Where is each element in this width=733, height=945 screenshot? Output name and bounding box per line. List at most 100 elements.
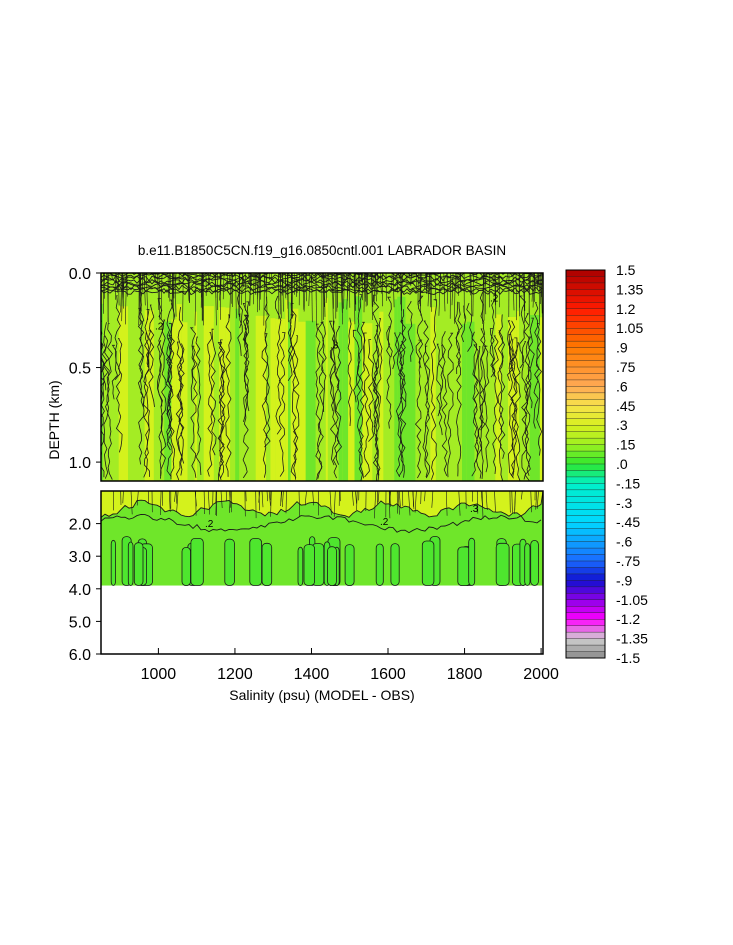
surface-spike-line xyxy=(125,273,127,325)
lower-spike-line xyxy=(304,491,307,506)
lower-spike-line xyxy=(195,491,197,516)
lower-spike-line xyxy=(268,491,271,506)
lower-spike-line xyxy=(530,491,532,513)
deep-contour-cell xyxy=(468,537,476,586)
surface-spike-line xyxy=(322,273,325,307)
surface-spike-line xyxy=(419,273,421,304)
deep-contour-cell xyxy=(303,544,316,586)
y-axis-label: DEPTH (km) xyxy=(46,380,62,459)
colorbar-swatch xyxy=(565,360,606,368)
lower-spike-line xyxy=(208,491,210,515)
colorbar-label: .15 xyxy=(616,437,636,453)
surface-spike-line xyxy=(392,273,395,308)
surface-contour-line xyxy=(101,284,543,291)
upper-field-streak xyxy=(484,301,496,481)
surface-spike-line xyxy=(396,273,399,294)
surface-spike-line xyxy=(143,273,146,306)
colorbar-swatch xyxy=(565,586,606,594)
surface-spike-line xyxy=(241,273,243,305)
deep-contour-cell xyxy=(110,539,116,586)
lower-spike-line xyxy=(136,491,139,506)
colorbar-swatch xyxy=(565,295,606,303)
upper-contour-line xyxy=(207,332,213,477)
surface-spike-line xyxy=(424,273,426,289)
surface-spike-line xyxy=(419,273,422,307)
surface-spike-line xyxy=(427,273,430,307)
colorbar-swatch xyxy=(565,496,606,504)
y-tick-label: 0.0 xyxy=(69,266,91,283)
upper-contour-field: .3 .2 .2 xyxy=(101,273,543,481)
upper-contour-line xyxy=(436,343,442,417)
surface-spike-line xyxy=(325,273,327,282)
upper-field-streak xyxy=(187,320,195,481)
upper-field-streak xyxy=(394,299,398,481)
deep-contour-cell xyxy=(524,543,531,586)
colorbar-swatch xyxy=(565,444,606,452)
upper-contour-line xyxy=(111,344,118,400)
upper-contour-line xyxy=(156,340,163,479)
upper-contour-line xyxy=(489,328,496,377)
surface-spike-line xyxy=(308,273,311,307)
lower-spike-line xyxy=(389,491,392,504)
surface-spike-line xyxy=(380,273,382,294)
lower-spike-line xyxy=(261,491,264,508)
colorbar-label: -.6 xyxy=(616,534,633,550)
surface-spike-line xyxy=(340,273,343,313)
surface-spike-line xyxy=(459,273,462,288)
lower-spike-line xyxy=(377,491,380,503)
surface-spike-line xyxy=(451,273,454,306)
upper-contour-line xyxy=(498,314,506,459)
upper-field-streak xyxy=(501,310,508,481)
x-tick-label: 1800 xyxy=(447,666,483,683)
surface-spike-line xyxy=(343,273,345,309)
surface-spike-line xyxy=(174,273,177,317)
upper-field-streak xyxy=(298,321,306,481)
colorbar-swatch xyxy=(565,638,606,646)
upper-contour-line xyxy=(372,342,380,481)
surface-spike-line xyxy=(366,273,368,306)
lower-spike-line xyxy=(535,491,537,510)
deep-contour-cell xyxy=(127,541,134,586)
surface-spike-line xyxy=(121,273,123,322)
upper-contour-line xyxy=(242,315,249,479)
colorbar-swatch xyxy=(565,502,606,510)
upper-contour-line xyxy=(483,345,490,473)
upper-contour-line xyxy=(177,307,184,476)
surface-spike-line xyxy=(249,273,252,306)
colorbar-swatch xyxy=(565,631,606,640)
upper-contour-line xyxy=(315,323,323,481)
x-tick-label: 1000 xyxy=(141,666,177,683)
upper-panel: .3 .2 .2 0.0 0.5 1.0 xyxy=(69,266,544,482)
deep-contour-cell xyxy=(249,538,263,586)
colorbar-label: 1.5 xyxy=(616,262,636,278)
colorbar-swatch xyxy=(565,651,606,659)
upper-contour-line xyxy=(508,320,516,370)
surface-spike-line xyxy=(120,273,123,313)
upper-field-streak xyxy=(128,297,137,481)
upper-contour-line xyxy=(392,332,399,370)
lower-spike-line xyxy=(408,491,411,516)
surface-spike-line xyxy=(361,273,363,301)
upper-contour-line xyxy=(237,313,243,357)
surface-spike-line xyxy=(282,273,284,312)
x-tick-label: 2000 xyxy=(523,666,559,683)
upper-contour-line xyxy=(359,321,366,479)
surface-spike-line xyxy=(512,273,515,311)
lower-y-ticks: 2.0 3.0 4.0 5.0 6.0 xyxy=(69,517,101,664)
upper-contour-line xyxy=(191,345,198,401)
colorbar-label: .75 xyxy=(616,359,636,375)
x-axis-label: Salinity (psu) (MODEL - OBS) xyxy=(229,687,414,703)
lower-spike-line xyxy=(130,491,133,515)
upper-contour-line xyxy=(347,317,353,427)
upper-field-streak xyxy=(516,311,519,481)
x-tick-label: 1200 xyxy=(217,666,253,683)
upper-contour-line xyxy=(521,341,528,480)
surface-spike-line xyxy=(470,273,473,316)
surface-spike-line xyxy=(219,273,221,301)
surface-spike-line xyxy=(140,273,142,312)
lower-spike-line xyxy=(374,491,376,519)
upper-contour-line xyxy=(422,320,430,478)
lower-spike-line xyxy=(389,491,391,507)
upper-field-streak xyxy=(327,302,330,481)
